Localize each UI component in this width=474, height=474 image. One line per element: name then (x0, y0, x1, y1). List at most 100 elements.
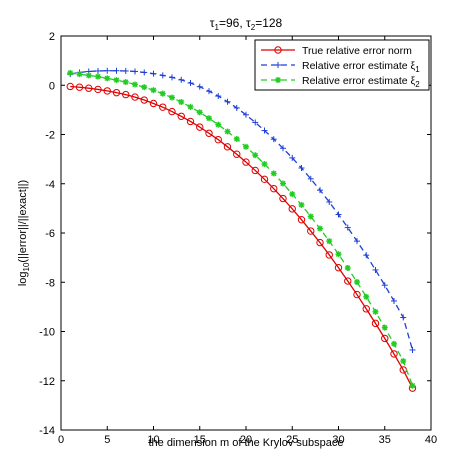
data-point-asterisk (224, 128, 231, 135)
data-point-circle (270, 184, 278, 193)
data-point-plus (354, 238, 360, 245)
data-point-asterisk (307, 213, 314, 220)
x-tick-label: 15 (194, 434, 206, 446)
data-point-circle (233, 150, 241, 158)
data-point-circle (260, 175, 269, 184)
data-point-asterisk (261, 161, 268, 168)
data-point-asterisk (409, 382, 416, 389)
data-point-asterisk (400, 358, 407, 365)
data-point-plus (132, 68, 138, 75)
data-point-plus (95, 67, 101, 74)
legend: True relative error norm Relative error e… (254, 39, 430, 91)
data-point-plus (141, 69, 148, 76)
data-point-asterisk (298, 201, 305, 208)
axes-box (60, 35, 432, 431)
data-point-asterisk (252, 152, 259, 159)
data-point-asterisk (159, 90, 166, 97)
data-point-circle (94, 85, 102, 94)
data-point-plus (233, 104, 240, 111)
data-point-circle (288, 205, 296, 213)
data-point-plus (372, 266, 379, 273)
plot-area (60, 35, 432, 431)
data-point-plus (409, 346, 416, 353)
data-point-circle (131, 93, 139, 101)
data-point-asterisk (206, 115, 212, 122)
data-point-asterisk (150, 87, 157, 94)
data-point-plus (289, 154, 296, 161)
legend-item: Relative error estimate ξ1 (261, 60, 420, 74)
data-point-circle (103, 87, 111, 95)
x-axis-label: the dimension m of the Krylov subspace (148, 437, 343, 449)
y-tick-label: -6 (45, 228, 55, 240)
data-point-asterisk (67, 69, 74, 76)
data-point-plus (307, 175, 314, 182)
x-tick-label: 5 (104, 434, 110, 446)
data-point-asterisk (363, 293, 370, 300)
series-2 (67, 67, 416, 353)
x-tick-label: 25 (286, 434, 298, 446)
x-tick-label: 30 (332, 434, 344, 446)
data-point-plus (113, 67, 120, 74)
data-point-plus (243, 111, 249, 118)
y-tick-label: -2 (45, 130, 55, 142)
data-point-asterisk (141, 84, 148, 91)
data-point-asterisk (113, 77, 120, 84)
data-point-circle (196, 123, 204, 131)
data-point-asterisk (381, 324, 388, 331)
data-point-plus (298, 164, 305, 171)
data-point-circle (66, 82, 74, 91)
data-point-circle (251, 166, 259, 175)
legend-label: True relative error norm (302, 45, 412, 57)
data-point-asterisk (270, 170, 277, 177)
legend-label: Relative error estimate ξ1 (302, 60, 420, 74)
series-1 (66, 82, 417, 392)
data-point-circle (371, 319, 380, 328)
data-point-plus (150, 70, 157, 77)
data-point-asterisk (233, 135, 240, 142)
data-point-asterisk (122, 79, 129, 86)
data-point-circle (168, 107, 176, 116)
data-point-plus (122, 67, 129, 74)
data-point-asterisk (85, 72, 92, 79)
legend-label: Relative error estimate ξ2 (302, 75, 420, 89)
data-point-asterisk (344, 264, 351, 271)
data-point-circle (159, 103, 167, 111)
data-point-asterisk (280, 180, 286, 187)
chart-title: τ1=96, τ2=128 (210, 16, 283, 32)
data-point-circle (177, 112, 185, 120)
data-point-circle (75, 83, 84, 91)
data-point-circle (334, 264, 343, 272)
data-point-asterisk (372, 308, 379, 315)
data-point-asterisk (317, 225, 323, 232)
data-point-circle (140, 96, 148, 104)
data-point-plus (335, 211, 342, 218)
data-point-plus (261, 127, 268, 134)
data-point-plus (224, 98, 231, 105)
data-point-plus (326, 198, 333, 205)
data-point-plus (344, 224, 351, 231)
y-tick-label: -12 (39, 376, 55, 388)
data-point-asterisk (169, 94, 175, 101)
data-point-circle (274, 46, 282, 54)
data-point-asterisk (289, 191, 296, 198)
data-point-plus (275, 62, 281, 68)
x-tick-label: 35 (379, 434, 391, 446)
data-point-asterisk (178, 98, 185, 105)
data-point-plus (187, 80, 194, 87)
y-tick-label: -10 (39, 327, 55, 339)
data-point-circle (214, 135, 222, 144)
data-point-circle (112, 88, 121, 97)
data-point-plus (363, 252, 370, 259)
data-point-asterisk (187, 103, 194, 110)
data-point-circle (242, 158, 250, 166)
y-tick-label: -8 (45, 277, 55, 289)
y-axis-label: log10(||error||/||exact||) (17, 180, 31, 286)
data-point-asterisk (76, 71, 83, 78)
labels-layer: τ1=96, τ2=128 the dimension m of the Kryl… (17, 16, 344, 449)
data-point-plus (206, 88, 212, 95)
data-point-circle (297, 216, 306, 224)
legend-item: True relative error norm (261, 45, 412, 57)
data-point-circle (353, 290, 361, 299)
data-point-plus (159, 72, 166, 79)
